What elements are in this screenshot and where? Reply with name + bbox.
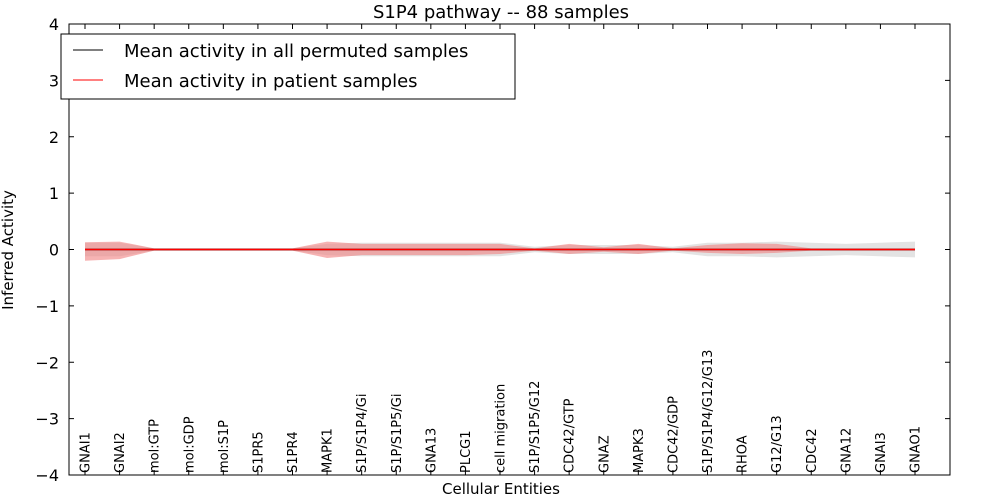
y-tick-label: 0 (49, 241, 59, 260)
x-tick-label: GNAO1 (909, 426, 924, 473)
y-tick-label: −1 (35, 297, 59, 316)
x-tick-label: cell migration (494, 384, 509, 473)
legend-label-patient: Mean activity in patient samples (124, 71, 418, 92)
x-tick-label: mol:GDP (182, 416, 197, 473)
x-tick-label: mol:S1P (217, 420, 232, 473)
y-axis: 4 3 2 1 0 −1 −2 −3 −4 (35, 15, 950, 485)
x-tick-label: mol:GTP (148, 419, 163, 473)
x-tick-label: CDC42 (805, 428, 820, 473)
x-tick-label: GNA13 (424, 428, 439, 473)
x-tick-label: S1PR4 (286, 431, 301, 473)
x-tick-label: MAPK3 (632, 428, 647, 473)
x-tick-label: GNAI2 (113, 432, 128, 473)
legend: Mean activity in all permuted samples Me… (60, 33, 516, 100)
x-tick-label: S1P/S1P4/Gi (355, 394, 370, 473)
x-tick-label: S1PR5 (251, 431, 266, 473)
x-axis-label: Cellular Entities (442, 480, 560, 498)
x-tick-label: GNAZ (597, 435, 612, 473)
x-tick-label: S1P/S1P5/Gi (390, 394, 405, 473)
x-tick-label: PLCG1 (459, 430, 474, 473)
x-tick-label: RHOA (736, 435, 751, 473)
x-tick-label: GNAI1 (79, 432, 94, 473)
x-tick-label: GNAI3 (874, 432, 889, 473)
x-axis: GNAI1 GNAI2 mol:GTP mol:GDP mol:S1P S1PR5 S1PR… (79, 24, 924, 475)
y-tick-label: −4 (35, 466, 59, 485)
x-tick-label: S1P/S1P5/G12 (528, 381, 543, 473)
y-tick-label: 2 (49, 128, 59, 147)
y-tick-label: 1 (49, 184, 59, 203)
x-tick-label: CDC42/GTP (563, 398, 578, 473)
x-tick-label: G12/G13 (770, 415, 785, 473)
y-axis-label: Inferred Activity (0, 190, 17, 310)
y-tick-label: 4 (49, 15, 59, 34)
x-tick-label: CDC42/GDP (666, 396, 681, 473)
x-tick-label: S1P/S1P4/G12/G13 (701, 350, 716, 473)
y-tick-label: −2 (35, 353, 59, 372)
y-tick-label: 3 (49, 71, 59, 90)
confidence-bands (85, 241, 915, 261)
x-tick-label: MAPK1 (321, 428, 336, 473)
band-series-1 (85, 241, 915, 261)
chart-title: S1P4 pathway -- 88 samples (373, 2, 629, 23)
legend-label-permuted: Mean activity in all permuted samples (124, 41, 468, 62)
y-tick-label: −3 (35, 410, 59, 429)
x-tick-label: GNA12 (839, 428, 854, 473)
legend-box (60, 33, 516, 100)
